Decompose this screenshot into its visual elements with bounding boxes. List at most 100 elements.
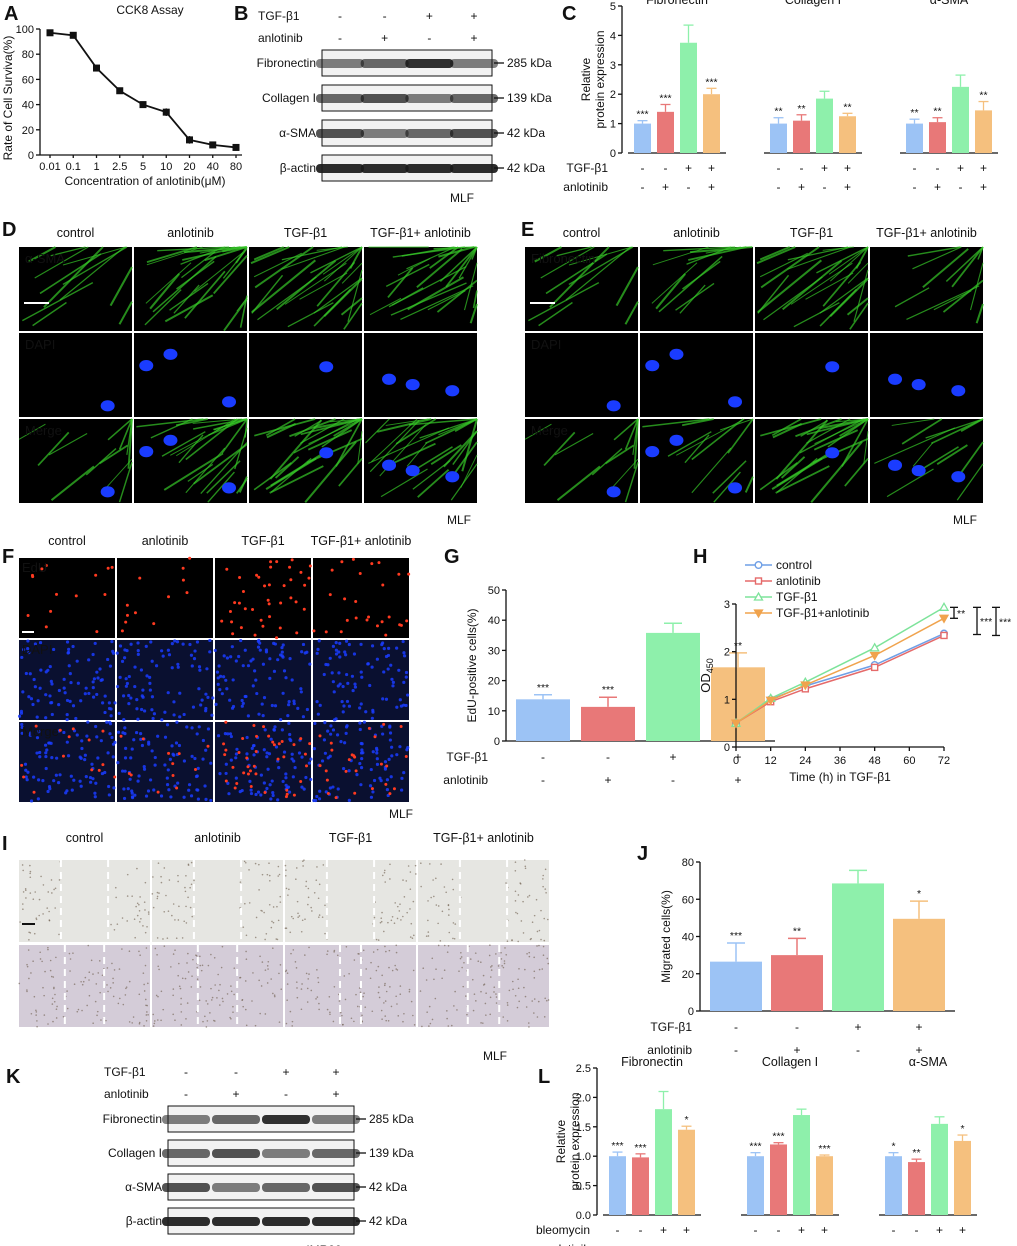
edu-spot bbox=[312, 629, 316, 633]
nucleus bbox=[169, 795, 173, 799]
nucleus bbox=[402, 680, 406, 685]
fiber bbox=[176, 260, 215, 290]
significance-mark: *** bbox=[749, 1141, 761, 1153]
cell-dot bbox=[69, 970, 71, 972]
edu-spot bbox=[242, 771, 246, 775]
cell-dot bbox=[385, 950, 387, 953]
chart-C-group-title: Fibronectin bbox=[646, 0, 708, 7]
nucleus bbox=[195, 788, 199, 792]
chart-A-ylabel: Rate of Cell Surviva(%) bbox=[1, 36, 15, 161]
cell-dot bbox=[536, 945, 538, 947]
edu-spot bbox=[404, 754, 408, 758]
nucleus bbox=[194, 774, 199, 779]
nucleus bbox=[380, 641, 385, 645]
nucleus bbox=[54, 773, 58, 777]
nucleus bbox=[265, 755, 269, 759]
data-point bbox=[139, 101, 147, 109]
nucleus bbox=[140, 707, 144, 712]
column-label: TGF-β1 bbox=[329, 831, 372, 845]
nucleus bbox=[225, 687, 229, 691]
cell-dot bbox=[411, 937, 414, 939]
significance-mark: ** bbox=[957, 608, 965, 620]
row2-sign: - bbox=[938, 1242, 942, 1246]
blot-band bbox=[162, 1217, 210, 1226]
nucleus bbox=[65, 789, 69, 793]
nucleus bbox=[49, 679, 53, 684]
nucleus bbox=[261, 714, 265, 718]
cell-dot bbox=[409, 888, 412, 891]
cell-dot bbox=[41, 960, 43, 963]
cell-dot bbox=[260, 985, 263, 987]
cell-dot bbox=[383, 984, 386, 987]
chart-C-group-title: Collagen I bbox=[785, 0, 841, 7]
fiber bbox=[853, 269, 869, 322]
cell-dot bbox=[440, 863, 442, 865]
nucleus bbox=[382, 670, 386, 674]
cell-dot bbox=[112, 977, 114, 980]
cell-dot bbox=[524, 867, 527, 870]
column-label: TGF-β1+ anlotinib bbox=[876, 226, 977, 240]
nucleus bbox=[382, 373, 397, 385]
data-point bbox=[93, 64, 100, 72]
nucleus bbox=[95, 670, 99, 674]
edu-spot bbox=[133, 611, 137, 615]
nucleus bbox=[355, 773, 359, 777]
nucleus bbox=[324, 790, 328, 794]
edu-spot bbox=[347, 758, 351, 762]
cell-dot bbox=[133, 918, 136, 920]
row2-sign: - bbox=[959, 180, 963, 194]
fiber bbox=[371, 418, 418, 463]
nucleus bbox=[445, 385, 460, 397]
edu-spot bbox=[275, 636, 279, 640]
row2-sign: - bbox=[662, 1242, 666, 1246]
cell-dot bbox=[88, 979, 90, 981]
nucleus bbox=[268, 676, 272, 680]
blot-size-label: 42 kDa bbox=[507, 161, 545, 175]
cell-dot bbox=[220, 966, 223, 969]
edu-spot bbox=[95, 630, 99, 634]
significance-mark: ** bbox=[793, 925, 801, 937]
nucleus bbox=[381, 697, 385, 701]
fiber bbox=[163, 452, 224, 491]
nucleus bbox=[195, 640, 200, 644]
nucleus bbox=[25, 778, 29, 782]
row1-sign: - bbox=[616, 1223, 620, 1237]
nucleus bbox=[343, 650, 347, 654]
nucleus bbox=[38, 755, 42, 759]
cell-dot bbox=[482, 974, 485, 977]
cell-dot bbox=[384, 982, 386, 985]
fiber bbox=[931, 418, 984, 445]
cell-dot bbox=[364, 1006, 367, 1008]
cell-dot bbox=[296, 900, 299, 903]
cell-dot bbox=[437, 905, 440, 907]
fiber bbox=[655, 273, 686, 310]
nucleus bbox=[150, 659, 154, 663]
nucleus bbox=[387, 757, 391, 761]
nucleus bbox=[108, 732, 112, 736]
cell-dot bbox=[131, 895, 133, 897]
cell-dot bbox=[157, 862, 160, 864]
fiber bbox=[181, 251, 216, 279]
cell-dot bbox=[357, 952, 359, 955]
micrograph bbox=[640, 247, 753, 331]
nucleus bbox=[888, 459, 903, 471]
fiber bbox=[658, 255, 723, 313]
nucleus bbox=[203, 784, 207, 788]
cell-dot bbox=[160, 1019, 162, 1022]
nucleus bbox=[350, 674, 355, 678]
cell-dot bbox=[22, 908, 24, 911]
nucleus bbox=[211, 696, 215, 700]
fiber bbox=[651, 262, 698, 304]
nucleus bbox=[390, 754, 394, 758]
fiber bbox=[956, 463, 984, 501]
cell-dot bbox=[384, 881, 387, 883]
nucleus bbox=[253, 669, 257, 673]
edu-spot bbox=[230, 620, 234, 624]
chart-J-ylabel: Migrated cells(%) bbox=[659, 890, 673, 983]
blot-K-head1: + bbox=[282, 1065, 289, 1079]
edu-spot bbox=[167, 751, 171, 755]
fiber bbox=[144, 289, 182, 326]
significance-mark: *** bbox=[636, 109, 648, 121]
nucleus bbox=[272, 669, 277, 673]
edu-spot bbox=[233, 786, 237, 790]
